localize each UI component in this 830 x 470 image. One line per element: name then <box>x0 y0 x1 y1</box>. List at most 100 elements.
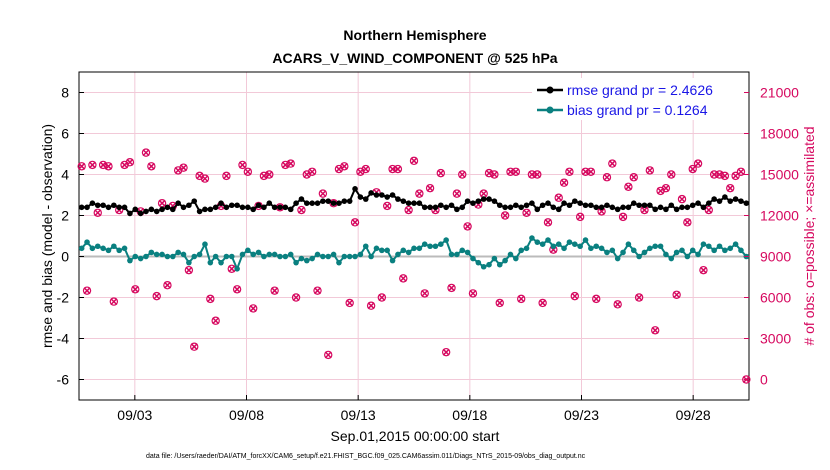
obs-assimilated-point <box>399 274 407 282</box>
bias-point <box>679 247 685 254</box>
rmse-point <box>534 206 541 213</box>
obs-possible-point <box>667 170 676 179</box>
obs-possible-point <box>458 170 467 179</box>
chart-title: Northern Hemisphere <box>343 27 486 43</box>
obs-assimilated-point <box>737 168 745 176</box>
rmse-point <box>346 198 353 204</box>
rmse-point <box>78 204 85 211</box>
obs-assimilated-point <box>539 299 547 307</box>
obs-possible-point <box>693 159 703 168</box>
rmse-point <box>309 200 315 206</box>
rmse-point <box>647 202 653 209</box>
obs-assimilated-point <box>185 266 193 274</box>
obs-assimilated-point <box>94 209 102 217</box>
rmse-point <box>684 204 691 211</box>
rmse-point <box>159 206 165 213</box>
bias-point <box>287 251 294 258</box>
obs-assimilated-point <box>699 266 707 274</box>
bias-point <box>593 243 600 250</box>
bias-point <box>507 251 514 258</box>
bias-point <box>448 251 455 258</box>
obs-assimilated-point <box>297 206 305 214</box>
obs-possible-point <box>742 375 751 384</box>
obs-assimilated-point <box>464 222 472 230</box>
rmse-point <box>668 202 675 209</box>
rmse-point <box>100 202 106 209</box>
obs-possible-point <box>533 170 542 179</box>
obs-assimilated-point <box>587 168 595 176</box>
obs-assimilated-point <box>458 170 466 179</box>
obs-possible-point <box>736 167 746 176</box>
rmse-point <box>389 192 396 198</box>
rmse-point <box>234 202 240 209</box>
obs-possible-point <box>608 159 617 168</box>
obs-possible-point <box>506 167 515 176</box>
obs-possible-point <box>141 148 151 157</box>
obs-possible-point <box>270 286 279 295</box>
y-tick-label: -4 <box>57 331 70 347</box>
obs-possible-point <box>672 290 681 299</box>
obs-assimilated-point <box>367 302 375 310</box>
y-right-tick-label: 21000 <box>760 85 799 101</box>
obs-possible-point <box>409 156 419 166</box>
x-tick-label: 09/28 <box>676 407 711 423</box>
obs-assimilated-point <box>662 184 670 192</box>
obs-assimilated-point <box>646 166 654 174</box>
rmse-point <box>341 198 348 204</box>
obs-assimilated-point <box>721 172 729 180</box>
rmse-point <box>132 206 139 213</box>
rmse-point <box>421 204 428 211</box>
rmse-point <box>384 194 391 200</box>
obs-possible-point <box>286 159 295 168</box>
rmse-point <box>539 202 546 209</box>
obs-assimilated-point <box>238 161 247 169</box>
obs-possible-point <box>93 208 102 217</box>
bias-point <box>105 247 112 254</box>
bias-point <box>170 253 176 260</box>
bias-point <box>250 251 256 258</box>
bias-point <box>186 259 192 266</box>
rmse-point <box>459 204 466 211</box>
x-tick-label: 09/08 <box>229 407 264 423</box>
bias-point <box>641 249 648 256</box>
rmse-point <box>164 204 171 211</box>
bias-point <box>459 247 466 254</box>
bias-point <box>271 251 278 258</box>
y-right-tick-label: 15000 <box>760 167 799 183</box>
bias-point <box>620 249 626 256</box>
bias-point <box>545 237 551 243</box>
y-right-tick-label: 12000 <box>760 208 799 224</box>
obs-assimilated-point <box>110 298 118 306</box>
bias-point <box>411 245 417 252</box>
rmse-point <box>357 194 364 200</box>
obs-assimilated-point <box>544 218 552 226</box>
obs-assimilated-point <box>190 343 198 351</box>
bias-point <box>78 245 85 252</box>
rmse-point <box>320 198 326 204</box>
obs-possible-point <box>586 167 596 176</box>
rmse-point <box>330 200 337 206</box>
obs-assimilated-point <box>560 179 568 187</box>
bias-point <box>175 249 181 256</box>
y-axis-label-right: # of obs: o=possible; ×=assimilated <box>801 126 817 345</box>
obs-possible-point <box>248 304 258 313</box>
bias-point <box>513 255 519 262</box>
bias-point <box>143 253 149 260</box>
obs-assimilated-point <box>592 295 600 303</box>
obs-possible-point <box>420 289 429 298</box>
plot-frame <box>78 71 750 401</box>
rmse-point <box>143 208 149 215</box>
bias-point <box>159 251 165 258</box>
obs-possible-point <box>184 265 194 275</box>
legend-rmse-marker <box>546 86 554 94</box>
obs-possible-point <box>731 171 740 181</box>
bias-point <box>304 257 310 264</box>
obs-assimilated-point <box>523 209 531 217</box>
obs-possible-point <box>190 342 199 351</box>
bias-point <box>373 245 380 252</box>
obs-possible-point <box>425 183 435 193</box>
obs-assimilated-point <box>378 293 386 302</box>
bias-point <box>94 243 101 250</box>
bias-point <box>153 251 160 258</box>
rmse-point <box>609 204 616 211</box>
